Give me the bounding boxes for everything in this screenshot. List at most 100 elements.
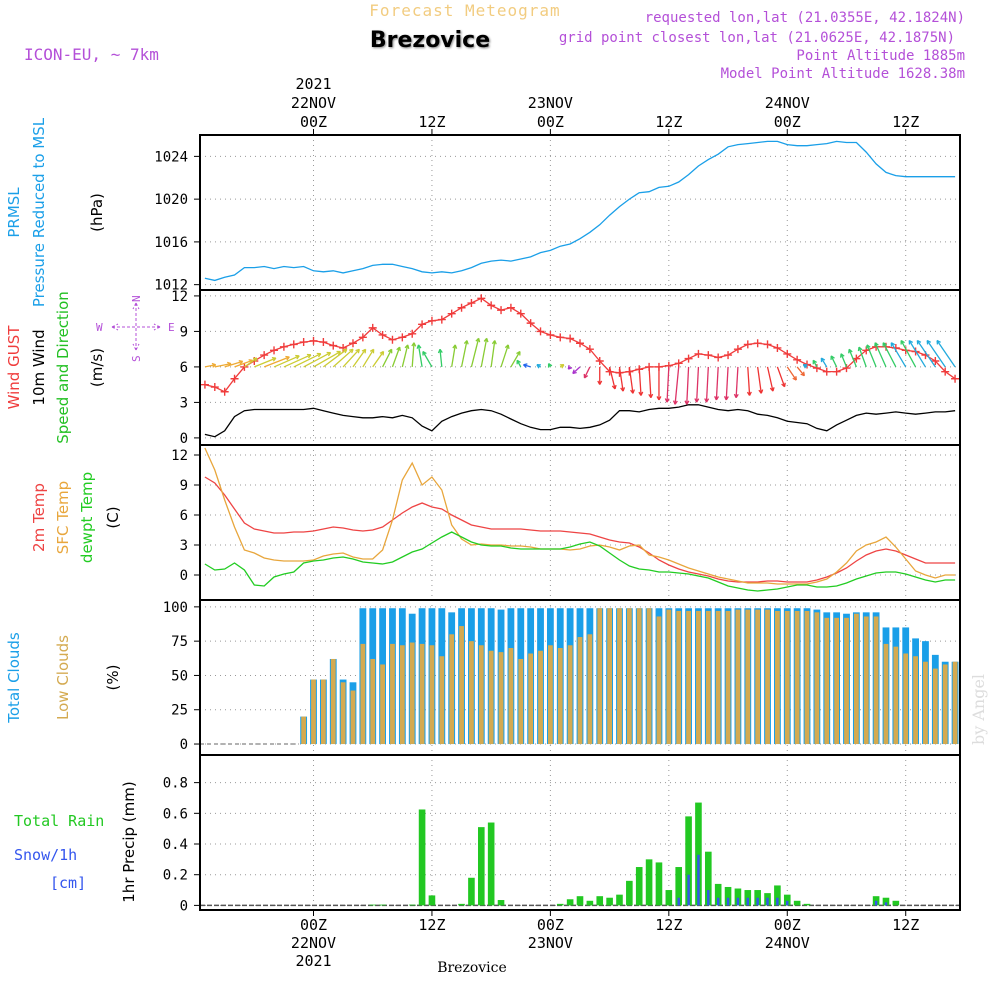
y-tick-label: 75 bbox=[171, 634, 188, 650]
low-cloud-bar bbox=[617, 608, 622, 745]
low-cloud-bar bbox=[784, 610, 790, 745]
wind-direction-arrow bbox=[480, 338, 488, 368]
gust-marker bbox=[506, 303, 515, 312]
rain-bar bbox=[882, 897, 890, 906]
wind-direction-arrow bbox=[490, 340, 496, 367]
side-label: Speed and Direction bbox=[54, 291, 72, 444]
wind-arrow-head bbox=[820, 357, 826, 363]
rain-bar bbox=[783, 894, 791, 906]
wind-direction-arrow bbox=[460, 340, 468, 368]
gust-marker bbox=[457, 303, 466, 312]
gust-marker bbox=[270, 346, 279, 355]
snow-bar bbox=[776, 897, 779, 906]
gust-marker bbox=[260, 351, 269, 360]
top-time-label: 12Z bbox=[892, 113, 919, 131]
wind-arrow-head bbox=[648, 393, 654, 399]
side-label: 10m Wind bbox=[30, 329, 48, 405]
rain-bar bbox=[586, 900, 594, 906]
wind-arrow-head bbox=[714, 396, 720, 401]
side-label-snow: Snow/1h bbox=[14, 846, 77, 864]
wind-arrow-head bbox=[326, 351, 332, 357]
wind-direction-arrow bbox=[362, 348, 375, 368]
wind-arrow-head bbox=[620, 387, 626, 392]
wind-direction-arrow bbox=[254, 357, 277, 368]
low-cloud-bar bbox=[311, 679, 316, 745]
side-label: 2m Temp bbox=[30, 483, 48, 552]
wind-arrow-head bbox=[733, 393, 739, 399]
rain-bar bbox=[408, 904, 416, 906]
wind-arrow-head bbox=[422, 350, 427, 356]
gust-marker bbox=[546, 330, 555, 339]
gust-marker bbox=[951, 374, 960, 383]
wind-direction-arrow bbox=[224, 360, 243, 368]
low-cloud-bar bbox=[853, 613, 859, 745]
low-cloud-bar bbox=[597, 608, 603, 745]
low-cloud-bar bbox=[873, 616, 879, 745]
side-label: (m/s) bbox=[88, 348, 106, 387]
super-title: Forecast Meteogram bbox=[369, 1, 560, 20]
wind-direction-arrow bbox=[705, 366, 709, 403]
bottom-time-label: 12Z bbox=[655, 916, 682, 934]
top-time-label: 12Z bbox=[655, 113, 682, 131]
rain-bar bbox=[675, 867, 683, 906]
y-tick-label: 100 bbox=[163, 600, 188, 616]
rain-bar bbox=[477, 827, 485, 906]
wind-direction-arrow bbox=[638, 366, 642, 396]
series-line-sfc-temp bbox=[204, 447, 956, 585]
wind-arrow-head bbox=[504, 344, 510, 349]
wind-direction-arrow bbox=[244, 357, 258, 368]
low-cloud-bar bbox=[399, 645, 405, 745]
snow-bar bbox=[874, 900, 878, 906]
wind-arrow-head bbox=[252, 357, 258, 362]
wind-arrow-head bbox=[271, 357, 277, 362]
snow-bar bbox=[756, 897, 759, 906]
rain-bar bbox=[566, 899, 574, 906]
low-cloud-bar bbox=[459, 626, 464, 745]
rain-bar bbox=[665, 890, 673, 906]
y-tick-label: 0 bbox=[180, 898, 188, 914]
low-cloud-bar bbox=[320, 679, 326, 745]
rain-bar bbox=[468, 877, 475, 906]
wind-direction-arrow bbox=[401, 344, 409, 368]
panel-precip: 0 0.2 0.4 0.6 0.8 Total Rain Snow/1h [cm] 1hr Pr… bbox=[14, 754, 961, 914]
low-cloud-bar bbox=[528, 653, 534, 745]
wind-direction-arrow bbox=[786, 366, 797, 381]
wind-arrow-head bbox=[874, 342, 879, 347]
wind-arrow-head bbox=[769, 387, 775, 392]
wind-direction-arrow bbox=[936, 340, 956, 368]
panel-frame bbox=[199, 754, 961, 911]
wind-direction-arrow bbox=[510, 351, 521, 368]
y-tick-label: 9 bbox=[180, 478, 188, 494]
rain-bar bbox=[428, 895, 436, 906]
low-cloud-bar bbox=[449, 634, 455, 745]
low-cloud-bar bbox=[577, 637, 583, 745]
wind-direction-arrow bbox=[858, 346, 867, 368]
y-tick-label: 1016 bbox=[154, 235, 188, 251]
wind-arrow-head bbox=[355, 348, 360, 354]
low-cloud-bar bbox=[893, 646, 899, 745]
wind-arrow-head bbox=[672, 400, 678, 405]
wind-arrow-head bbox=[336, 350, 342, 356]
wind-arrow-head bbox=[758, 389, 764, 394]
gust-marker bbox=[674, 359, 683, 368]
wind-direction-arrow bbox=[866, 344, 877, 368]
low-cloud-bar bbox=[952, 661, 958, 745]
watermark: by Angel bbox=[969, 674, 988, 745]
wind-direction-arrow bbox=[890, 342, 907, 368]
snow-bar bbox=[697, 854, 700, 906]
wind-direction-arrow bbox=[572, 366, 581, 374]
low-cloud-bar bbox=[863, 616, 869, 745]
point-altitude: Point Altitude 1885m bbox=[796, 48, 965, 64]
y-tick-label: 0 bbox=[180, 737, 188, 753]
bottom-time-label: 00Z bbox=[537, 916, 564, 934]
gust-marker bbox=[368, 323, 377, 332]
wind-arrow-head bbox=[536, 364, 541, 369]
low-cloud-bar bbox=[646, 608, 652, 745]
rain-bar bbox=[458, 903, 465, 906]
wind-direction-arrow bbox=[908, 340, 927, 368]
rain-bar bbox=[596, 896, 604, 906]
low-cloud-bar bbox=[340, 682, 346, 745]
top-time-label: 00Z bbox=[300, 113, 327, 131]
gust-marker bbox=[852, 354, 861, 363]
snow-bar bbox=[716, 897, 720, 906]
